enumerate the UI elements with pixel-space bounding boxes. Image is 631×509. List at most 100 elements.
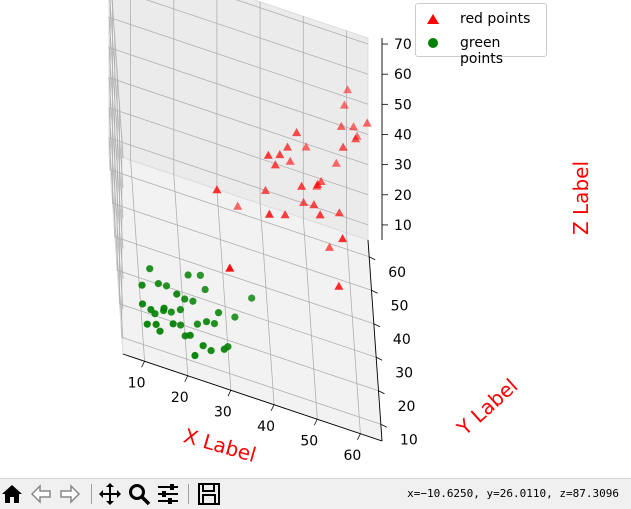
green-point — [248, 294, 256, 302]
x-tick-mark — [313, 419, 318, 426]
red-point — [309, 200, 319, 209]
magnifier-icon — [129, 484, 151, 506]
forward-arrow-icon — [60, 484, 81, 504]
green-point — [143, 320, 151, 328]
green-point — [156, 327, 164, 335]
green-point — [191, 351, 199, 360]
red-point — [264, 209, 274, 218]
y-tick-label: 50 — [391, 298, 409, 314]
green-point — [231, 313, 239, 321]
green-point — [138, 300, 147, 308]
red-point — [299, 197, 309, 206]
pan-button[interactable] — [98, 482, 122, 506]
green-circle-marker-icon — [428, 38, 438, 48]
legend-label-green: green points — [460, 35, 503, 67]
x-tick-label: 30 — [214, 404, 232, 420]
scatter-3d-chart[interactable]: 10 20 30 40 50 60 10 20 30 40 50 60 10 20 30 40 50 60 70 X… — [0, 0, 631, 478]
z-axis-label: Z Label — [569, 161, 593, 235]
red-point — [292, 128, 302, 137]
red-point — [297, 181, 307, 190]
legend-entry-green: green points — [424, 33, 546, 67]
green-point — [199, 342, 207, 350]
green-point — [207, 347, 215, 355]
green-point — [169, 320, 177, 328]
x-gridline — [345, 30, 361, 434]
red-point — [275, 150, 285, 159]
forward-button[interactable] — [58, 482, 82, 506]
red-triangle-marker-icon — [427, 14, 439, 24]
axis-lines — [122, 38, 383, 442]
toolbar-separator — [91, 484, 92, 504]
axes-panes — [108, 0, 383, 442]
green-point — [184, 271, 192, 279]
y-tick-mark — [371, 289, 378, 294]
pan-move-icon — [99, 483, 121, 505]
green-point — [186, 331, 194, 339]
z-tick-label: 10 — [394, 218, 412, 234]
z-tick-label: 20 — [394, 188, 412, 204]
red-point — [212, 185, 222, 194]
red-point — [313, 179, 323, 188]
home-button[interactable] — [0, 482, 24, 506]
cursor-coordinates-readout: x=−10.6250, y=26.0110, z=87.3096 — [407, 487, 619, 500]
red-point — [325, 242, 334, 251]
z-gridline — [108, 107, 369, 309]
red-point — [315, 210, 325, 219]
green-point — [160, 304, 168, 312]
z-gridline — [111, 0, 369, 159]
y-tick-label: 60 — [388, 265, 406, 281]
data-points — [138, 85, 372, 360]
green-point — [202, 318, 211, 326]
tick-labels: 10 20 30 40 50 60 10 20 30 40 50 60 10 20 30 40 50 60 70 — [128, 37, 418, 464]
red-point — [283, 142, 292, 151]
green-point — [162, 282, 171, 290]
y-tick-mark — [373, 323, 381, 328]
green-point — [177, 321, 185, 329]
green-point — [152, 320, 160, 328]
green-point — [138, 281, 146, 289]
green-point — [214, 309, 223, 317]
z-gridline — [109, 0, 369, 189]
floppy-disk-icon — [198, 483, 220, 505]
x-tick-label: 20 — [171, 390, 189, 406]
y-tick-label: 30 — [395, 365, 413, 381]
toolbar-separator — [188, 484, 189, 504]
x-gridline — [259, 1, 275, 405]
x-tick-mark — [227, 390, 232, 397]
x-tick-label: 10 — [128, 375, 146, 391]
zoom-button[interactable] — [127, 482, 151, 506]
back-button[interactable] — [29, 482, 53, 506]
x-tick-label: 40 — [257, 419, 275, 435]
green-point — [147, 305, 155, 314]
red-point — [339, 100, 349, 109]
green-point — [201, 285, 209, 294]
x-gridline — [302, 16, 318, 420]
red-point — [285, 156, 295, 165]
red-point — [261, 185, 270, 194]
x-tick-label: 60 — [344, 448, 362, 464]
z-gridline — [108, 137, 369, 339]
legend-label-red: red points — [460, 11, 531, 27]
green-point — [189, 297, 197, 305]
red-point — [343, 85, 353, 94]
x-tick-mark — [357, 433, 361, 440]
x-axis-label: X Label — [181, 424, 259, 467]
red-point — [334, 208, 344, 217]
grid-lines — [108, 0, 381, 434]
green-point — [193, 320, 202, 328]
sliders-icon — [158, 484, 178, 504]
configure-subplots-button[interactable] — [156, 482, 180, 506]
red-point — [280, 210, 290, 219]
y-tick-mark — [378, 390, 385, 395]
z-tick-label: 40 — [394, 127, 412, 143]
green-point — [220, 345, 228, 353]
green-point — [181, 295, 189, 303]
save-button[interactable] — [197, 482, 221, 506]
back-arrow-icon — [30, 484, 51, 504]
red-point — [233, 201, 243, 210]
z-tick-label: 70 — [394, 37, 412, 53]
green-point — [173, 290, 181, 298]
green-point — [210, 319, 219, 328]
green-point — [154, 280, 162, 288]
green-point — [167, 308, 175, 316]
